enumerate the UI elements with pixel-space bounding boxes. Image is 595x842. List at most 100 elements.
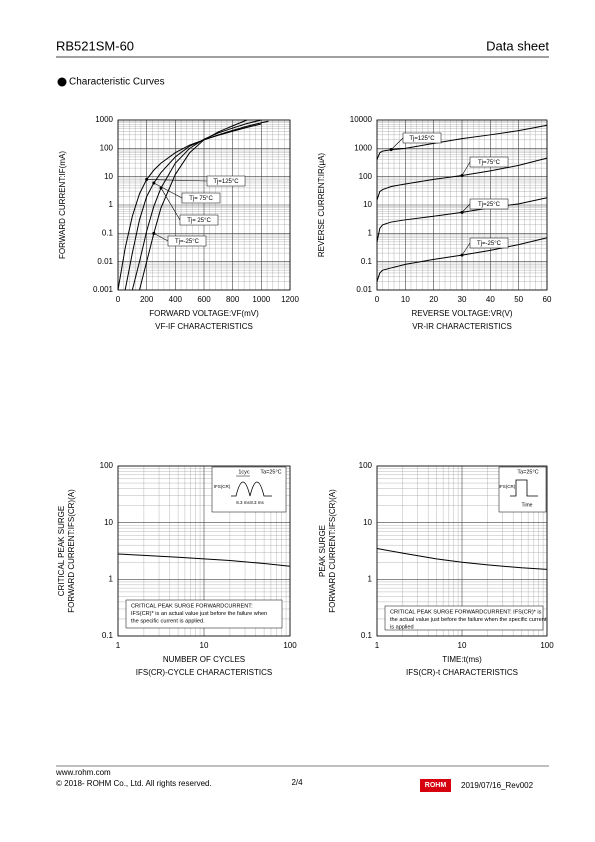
x-tick-label: 0	[375, 295, 380, 304]
leader-dot	[460, 253, 464, 257]
y-tick-label: 10	[363, 518, 372, 527]
x-tick-label: 50	[514, 295, 523, 304]
y-tick-label: 0.001	[93, 285, 114, 294]
label-leader	[461, 242, 471, 256]
note-text: CRITICAL PEAK SURGE FORWARDCURRENT: IFS(…	[390, 609, 542, 615]
y-tick-label: 1000	[95, 115, 113, 124]
x-tick-label: 10	[401, 295, 410, 304]
copyright: © 2018- ROHM Co., Ltd. All rights reserv…	[56, 779, 212, 788]
bullet	[57, 77, 67, 87]
x-tick-label: 800	[226, 295, 240, 304]
x-axis-label: NUMBER OF CYCLES	[163, 655, 245, 664]
inset-text: Time	[522, 502, 533, 508]
label-box	[206, 175, 246, 187]
inset-waveform	[510, 479, 538, 497]
label-box	[469, 156, 509, 168]
x-tick-label: 60	[543, 295, 552, 304]
note-text: the specific current is applied.	[131, 618, 205, 624]
inset-text: IFS(CR)	[499, 484, 516, 489]
section-title: Characteristic Curves	[69, 77, 165, 88]
page-number: 2/4	[291, 778, 303, 787]
part-number: RB521SM-60	[56, 38, 134, 53]
x-tick-label: 100	[540, 641, 554, 650]
x-tick-label: 1200	[281, 295, 299, 304]
leader-dot	[152, 231, 156, 235]
label-box	[469, 237, 509, 249]
leader-dot	[389, 148, 393, 152]
y-axis-label: FORWARD CURRENT:IFS(CR)(A)	[328, 489, 337, 613]
series-label: Tj=-25°C	[477, 241, 502, 247]
plot-frame	[117, 119, 291, 291]
series-label: Tj=25°C	[478, 202, 501, 208]
x-axis-label: TIME:t(ms)	[442, 655, 482, 664]
x-tick-label: 10	[200, 641, 209, 650]
curve	[139, 119, 248, 291]
y-axis-label: PEAK SURGE	[318, 525, 327, 577]
y-tick-label: 0.1	[102, 228, 114, 237]
y-tick-label: 1000	[354, 143, 372, 152]
plot-frame	[117, 465, 291, 637]
y-tick-label: 1	[109, 200, 114, 209]
curve	[376, 124, 548, 160]
x-tick-label: 200	[140, 295, 154, 304]
label-leader	[461, 161, 471, 176]
curve	[124, 120, 269, 291]
y-axis-label: FORWARD CURRENT:IFS(CR)(A)	[67, 489, 76, 613]
series-label: Tj= 75°C	[189, 196, 213, 202]
x-axis-label: REVERSE VOLTAGE:VR(V)	[411, 309, 512, 318]
inset-text: Ta=25°C	[517, 469, 538, 475]
leader-dot	[460, 173, 464, 177]
x-tick-label: 1	[116, 641, 121, 650]
note-text: the actual value just before the failure…	[390, 617, 547, 623]
chart-subtitle: VR-IR CHARACTERISTICS	[412, 322, 512, 331]
label-leader	[160, 187, 181, 221]
x-tick-label: 0	[116, 295, 121, 304]
series-label: Tj=75°C	[478, 160, 501, 166]
y-tick-label: 0.1	[102, 631, 114, 640]
curve	[376, 157, 548, 201]
chart-subtitle: IFS(CR)-t CHARACTERISTICS	[406, 668, 518, 677]
revision: 2019/07/16_Rev002	[461, 781, 534, 790]
y-tick-label: 100	[359, 461, 373, 470]
inset-box	[498, 466, 547, 513]
y-tick-label: 1	[109, 574, 114, 583]
plot-frame	[376, 119, 548, 291]
y-tick-label: 1	[368, 228, 373, 237]
label-leader	[146, 179, 208, 182]
note-box	[125, 599, 283, 629]
inset-text: 8.3 ms	[236, 500, 250, 505]
series-label: Tj=125°C	[409, 136, 435, 142]
y-tick-label: 0.1	[361, 257, 373, 266]
logo: ROHM	[425, 782, 447, 789]
chart-subtitle: IFS(CR)-CYCLE CHARACTERISTICS	[136, 668, 272, 677]
y-tick-label: 10	[104, 172, 113, 181]
x-tick-label: 20	[429, 295, 438, 304]
series-label: Tj=125°C	[213, 179, 239, 185]
website: www.rohm.com	[55, 768, 111, 777]
inset-text: Ta=25°C	[260, 469, 281, 475]
y-tick-label: 10	[104, 518, 113, 527]
plot-frame	[376, 465, 548, 637]
y-tick-label: 10000	[350, 115, 373, 124]
x-tick-label: 40	[486, 295, 495, 304]
y-tick-label: 0.01	[356, 285, 372, 294]
x-tick-label: 1	[375, 641, 380, 650]
y-axis-label: FORWARD CURRENT:IF(mA)	[58, 151, 67, 259]
label-box	[402, 132, 442, 144]
series-label: Tj= 25°C	[187, 218, 211, 224]
inset-text: IFS(CR)	[214, 484, 231, 489]
label-box	[469, 198, 509, 210]
inset-text: 8.3 ms	[250, 500, 264, 505]
curve	[117, 553, 291, 567]
x-axis-label: FORWARD VOLTAGE:VF(mV)	[149, 309, 259, 318]
chart-subtitle: VF-IF CHARACTERISTICS	[155, 322, 253, 331]
note-text: CRITICAL PEAK SURGE FORWARDCURRENT:	[131, 603, 253, 609]
doc-type: Data sheet	[486, 38, 549, 53]
x-tick-label: 600	[197, 295, 211, 304]
x-tick-label: 10	[458, 641, 467, 650]
x-tick-label: 1000	[252, 295, 270, 304]
x-tick-label: 400	[169, 295, 183, 304]
y-tick-label: 0.01	[97, 257, 113, 266]
y-tick-label: 0.1	[361, 631, 373, 640]
